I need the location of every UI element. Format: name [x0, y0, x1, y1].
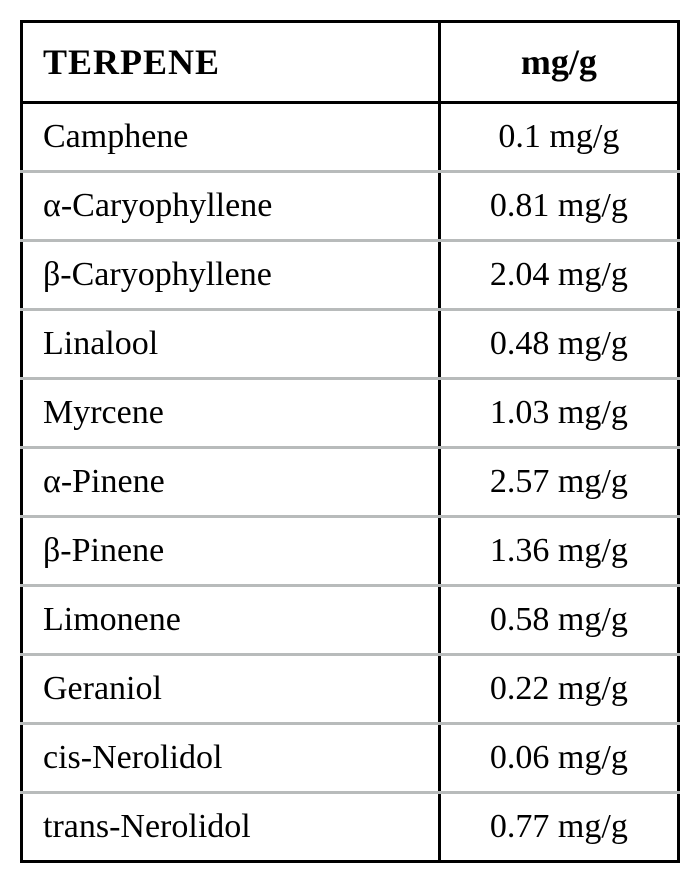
- terpene-name-cell: trans-Nerolidol: [22, 793, 440, 862]
- table-row: β-Pinene 1.36 mg/g: [22, 517, 679, 586]
- column-header-terpene: TERPENE: [22, 22, 440, 103]
- terpene-value-cell: 0.58 mg/g: [439, 586, 678, 655]
- terpene-name-cell: Geraniol: [22, 655, 440, 724]
- terpene-value-cell: 2.57 mg/g: [439, 448, 678, 517]
- terpene-value-cell: 0.22 mg/g: [439, 655, 678, 724]
- terpene-table: TERPENE mg/g Camphene 0.1 mg/g α-Caryoph…: [20, 20, 680, 863]
- table-row: α-Pinene 2.57 mg/g: [22, 448, 679, 517]
- terpene-name-cell: α-Caryophyllene: [22, 172, 440, 241]
- column-header-value: mg/g: [439, 22, 678, 103]
- table-row: Linalool 0.48 mg/g: [22, 310, 679, 379]
- terpene-value-cell: 2.04 mg/g: [439, 241, 678, 310]
- terpene-name-cell: β-Pinene: [22, 517, 440, 586]
- terpene-name-cell: cis-Nerolidol: [22, 724, 440, 793]
- table-row: Limonene 0.58 mg/g: [22, 586, 679, 655]
- table-row: Myrcene 1.03 mg/g: [22, 379, 679, 448]
- table-row: Camphene 0.1 mg/g: [22, 103, 679, 172]
- table-row: cis-Nerolidol 0.06 mg/g: [22, 724, 679, 793]
- terpene-value-cell: 0.1 mg/g: [439, 103, 678, 172]
- table-row: β-Caryophyllene 2.04 mg/g: [22, 241, 679, 310]
- terpene-value-cell: 1.36 mg/g: [439, 517, 678, 586]
- table-row: Geraniol 0.22 mg/g: [22, 655, 679, 724]
- table-row: α-Caryophyllene 0.81 mg/g: [22, 172, 679, 241]
- terpene-value-cell: 0.81 mg/g: [439, 172, 678, 241]
- table-row: trans-Nerolidol 0.77 mg/g: [22, 793, 679, 862]
- table-header-row: TERPENE mg/g: [22, 22, 679, 103]
- terpene-name-cell: Limonene: [22, 586, 440, 655]
- terpene-name-cell: Camphene: [22, 103, 440, 172]
- terpene-name-cell: Myrcene: [22, 379, 440, 448]
- terpene-name-cell: β-Caryophyllene: [22, 241, 440, 310]
- terpene-value-cell: 1.03 mg/g: [439, 379, 678, 448]
- terpene-value-cell: 0.48 mg/g: [439, 310, 678, 379]
- terpene-name-cell: Linalool: [22, 310, 440, 379]
- terpene-value-cell: 0.77 mg/g: [439, 793, 678, 862]
- terpene-name-cell: α-Pinene: [22, 448, 440, 517]
- terpene-value-cell: 0.06 mg/g: [439, 724, 678, 793]
